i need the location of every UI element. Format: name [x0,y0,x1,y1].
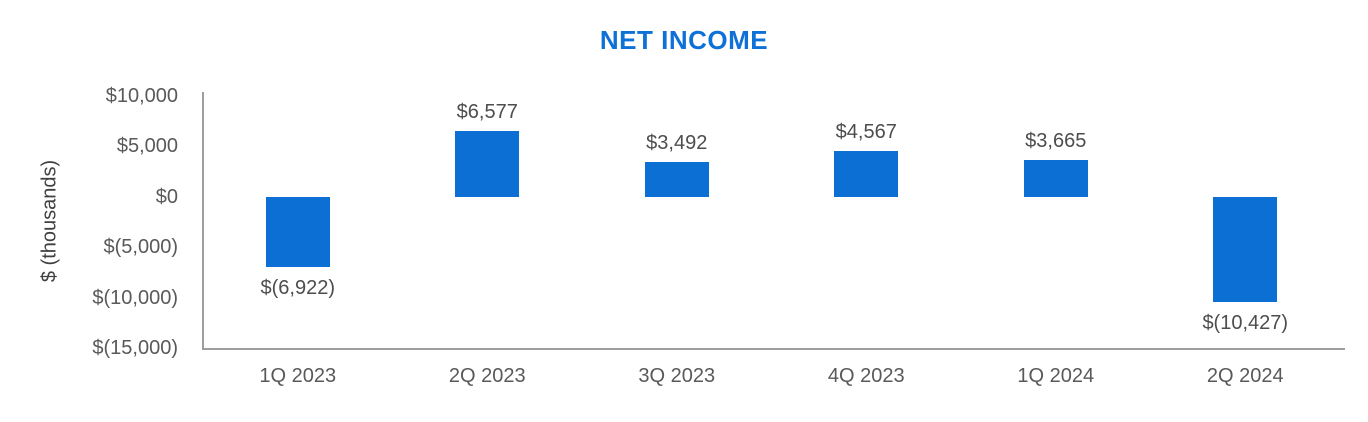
bar-value-label: $6,577 [456,100,518,123]
bar-value-label: $3,665 [1025,129,1087,152]
x-tick-label: 1Q 2024 [1017,365,1095,387]
x-axis-line [202,348,1345,350]
bar-value-label: $3,492 [646,131,708,154]
x-tick-label: 3Q 2023 [638,365,716,387]
bar [834,150,899,197]
x-tick-label: 2Q 2024 [1206,365,1284,387]
bar-value-label: $(6,922) [260,276,336,299]
bar [644,161,709,197]
x-tick-label: 1Q 2023 [259,365,337,387]
y-tick-label: $(5,000) [103,236,179,259]
bar [1023,159,1088,197]
y-axis-title: $ (thousands) [38,159,61,283]
y-axis-line [202,92,204,350]
y-tick-label: $(10,000) [92,286,178,309]
bar [455,130,520,197]
y-tick-label: $5,000 [116,135,178,158]
y-tick-label: $(15,000) [92,337,178,359]
bar [265,196,330,267]
bar-value-label: $(10,427) [1202,311,1289,334]
y-tick-label: $10,000 [105,85,178,107]
bar [1213,196,1278,302]
y-tick-label: $0 [155,185,178,208]
bar-value-label: $4,567 [835,120,897,143]
x-tick-label: 2Q 2023 [448,365,526,387]
chart-title: NET INCOME [599,25,769,55]
x-tick-label: 4Q 2023 [827,365,905,387]
